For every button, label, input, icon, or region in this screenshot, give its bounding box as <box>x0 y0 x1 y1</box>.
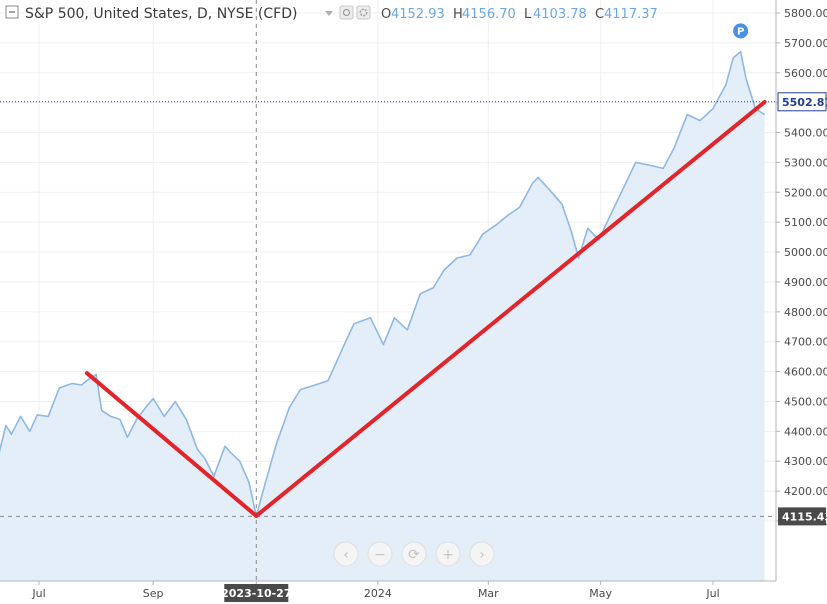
scroll-left-icon: ‹ <box>343 547 349 563</box>
y-tick-label: 4300.00 <box>784 455 827 468</box>
zoom-out-circle <box>367 541 393 567</box>
settings-icon[interactable] <box>356 5 371 20</box>
crosshair-date-label: 2023-10-27 <box>221 587 291 600</box>
crosshair-date-badge <box>224 584 289 602</box>
ohlc-h-label: H <box>453 7 463 22</box>
y-tick-label: 5000.00 <box>784 246 827 259</box>
ohlc-c-label: C <box>595 7 604 22</box>
zoom-in-button[interactable]: + <box>435 541 461 567</box>
ohlc-l-label: L <box>524 7 532 22</box>
ohlc-values: O 4152.93 H 4156.70 L 4103.78 C 4117.37 <box>381 7 658 22</box>
visibility-icon-eye <box>342 8 351 17</box>
price-labels: 5502.87 4115.43 <box>777 92 827 526</box>
reset-icon: ⟳ <box>408 547 420 563</box>
settings-gear-icon <box>359 8 368 17</box>
scroll-right-circle <box>469 541 495 567</box>
crosshair-price-badge <box>778 507 826 526</box>
ohlc-c-value: 4117.37 <box>604 7 658 22</box>
y-tick-label: 4900.00 <box>784 276 827 289</box>
y-tick-label: 5200.00 <box>784 186 827 199</box>
y-tick-label: 4200.00 <box>784 485 827 498</box>
visibility-icon[interactable] <box>339 5 354 20</box>
trend-layer <box>84 100 767 518</box>
y-tick-label: 5800.00 <box>784 7 827 20</box>
reset-circle <box>401 541 427 567</box>
event-marker-label: P <box>737 27 744 38</box>
x-tick-label: May <box>589 587 612 600</box>
scroll-left-button[interactable]: ‹ <box>333 541 359 567</box>
x-tick-label: Jul <box>705 587 719 600</box>
x-tick-label: Sep <box>143 587 164 600</box>
ohlc-l-value: 4103.78 <box>533 7 587 22</box>
x-tick-label: Mar <box>478 587 499 600</box>
zoom-out-button[interactable]: − <box>367 541 393 567</box>
scroll-right-button[interactable]: › <box>469 541 495 567</box>
current-price-label: 5502.87 <box>782 96 827 109</box>
y-tick-label: 5300.00 <box>784 156 827 169</box>
zoom-in-icon: + <box>442 547 454 563</box>
y-tick-label: 5400.00 <box>784 127 827 140</box>
zoom-out-icon: − <box>374 547 386 563</box>
event-marker-icon[interactable] <box>733 23 749 39</box>
reset-button[interactable]: ⟳ <box>401 541 427 567</box>
x-tick-label: 2024 <box>364 587 392 600</box>
y-tick-label: 4600.00 <box>784 366 827 379</box>
ohlc-o-value: 4152.93 <box>391 7 445 22</box>
y-tick-label: 4700.00 <box>784 336 827 349</box>
scroll-right-icon: › <box>479 547 485 563</box>
nav-toolbar: ‹ − ⟳ + › <box>333 541 495 567</box>
crosshair <box>0 0 776 581</box>
y-tick-label: 5700.00 <box>784 37 827 50</box>
crosshair-price-label: 4115.43 <box>782 510 827 523</box>
y-tick-label: 4400.00 <box>784 425 827 438</box>
y-tick-label: 4800.00 <box>784 306 827 319</box>
y-axis: 4100.004200.004300.004400.004500.004600.… <box>776 7 827 528</box>
y-tick-label: 5100.00 <box>784 216 827 229</box>
trend-line[interactable] <box>254 100 767 518</box>
zoom-in-circle <box>435 541 461 567</box>
marker-layer: P <box>733 23 749 39</box>
ohlc-h-value: 4156.70 <box>462 7 516 22</box>
x-axis: Jul Sep 2023-10-27 2024 Mar May Jul <box>31 581 720 602</box>
dropdown-arrow-icon[interactable] <box>325 11 333 16</box>
y-tick-label: 4500.00 <box>784 395 827 408</box>
current-price-badge <box>777 92 827 112</box>
x-tick-label: Jul <box>31 587 45 600</box>
trend-line[interactable] <box>84 371 259 518</box>
ohlc-o-label: O <box>381 7 391 22</box>
price-area <box>0 51 765 581</box>
y-tick-label: 5600.00 <box>784 67 827 80</box>
scroll-left-circle <box>333 541 359 567</box>
chart-title: S&P 500, United States, D, NYSE (CFD) <box>25 6 297 22</box>
